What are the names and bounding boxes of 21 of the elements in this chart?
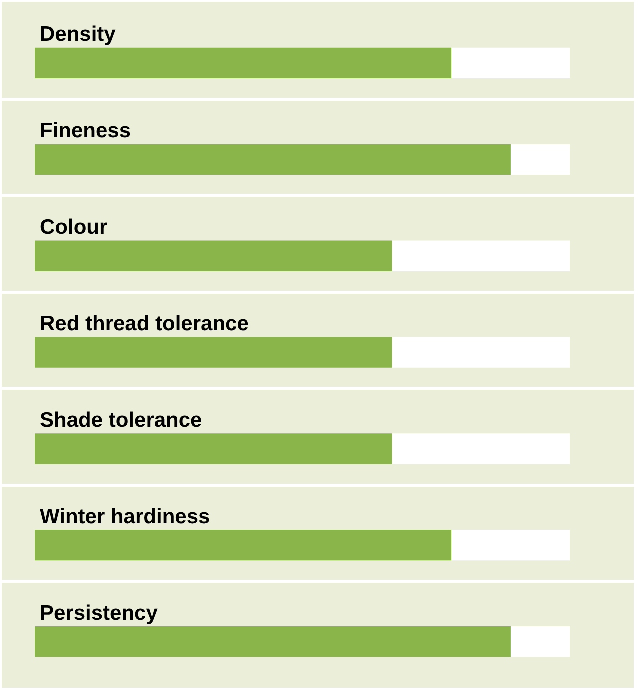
bar xyxy=(35,144,511,175)
bar xyxy=(35,337,392,368)
bar xyxy=(392,434,570,464)
y-tick-label: Fineness xyxy=(40,120,132,143)
bar xyxy=(35,530,452,561)
y-tick-label: Colour xyxy=(40,216,108,240)
bar xyxy=(450,530,570,561)
bar xyxy=(510,144,570,175)
bar xyxy=(35,434,392,464)
y-tick-label: Persistency xyxy=(40,602,158,625)
bar xyxy=(35,626,511,658)
y-tick-label: Winter hardiness xyxy=(40,505,210,528)
bar xyxy=(392,337,570,368)
y-tick-label: Shade tolerance xyxy=(40,408,202,432)
bar xyxy=(35,48,452,79)
y-tick-label: Red thread tolerance xyxy=(40,312,249,336)
bar xyxy=(392,240,570,272)
y-tick-label: Density xyxy=(40,23,116,46)
bar xyxy=(510,626,570,658)
bar xyxy=(450,48,570,79)
bar xyxy=(35,240,392,272)
